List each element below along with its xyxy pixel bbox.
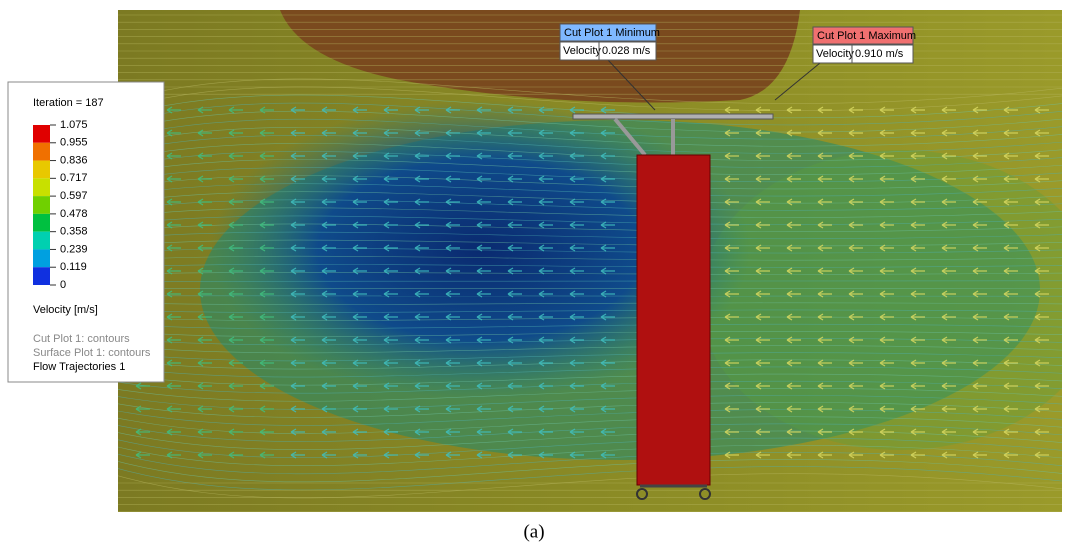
scale-label: 0.836 [60,154,88,166]
callout-label: Velocity [816,48,854,60]
color-band [33,232,50,250]
callout-label: Velocity [563,45,601,57]
callout-title: Cut Plot 1 Maximum [817,30,916,42]
color-band [33,214,50,232]
callout-value: 0.910 m/s [855,48,904,60]
top-bar [573,114,773,119]
scale-label: 0.119 [60,261,87,273]
color-band [33,125,50,143]
flow-field [118,10,1067,512]
scale-label: 0 [60,279,66,291]
scale-label: 0.478 [60,208,88,220]
color-band [33,267,50,285]
scale-label: 1.075 [60,119,88,131]
callout-title: Cut Plot 1 Minimum [564,27,660,39]
callout-value: 0.028 m/s [602,45,651,57]
color-band [33,196,50,214]
legend: Iteration = 187 Velocity [m/s] Cut Plot … [8,82,164,382]
legend-quantity: Velocity [m/s] [33,304,98,316]
legend-plot: Cut Plot 1: contours [33,333,130,345]
scale-label: 0.955 [60,137,88,149]
caption: (a) [523,521,544,542]
color-band [33,249,50,267]
figure: Cut Plot 1 Minimum Velocity 0.028 m/s Cu… [0,0,1067,543]
column [637,155,710,485]
legend-plot: Flow Trajectories 1 [33,361,125,373]
scale-label: 0.717 [60,172,88,184]
legend-iteration: Iteration = 187 [33,97,104,109]
color-band [33,143,50,161]
color-band [33,178,50,196]
scale-label: 0.597 [60,190,88,202]
scale-label: 0.358 [60,226,88,238]
color-band [33,161,50,179]
scale-label: 0.239 [60,243,88,255]
legend-plot: Surface Plot 1: contours [33,347,151,359]
